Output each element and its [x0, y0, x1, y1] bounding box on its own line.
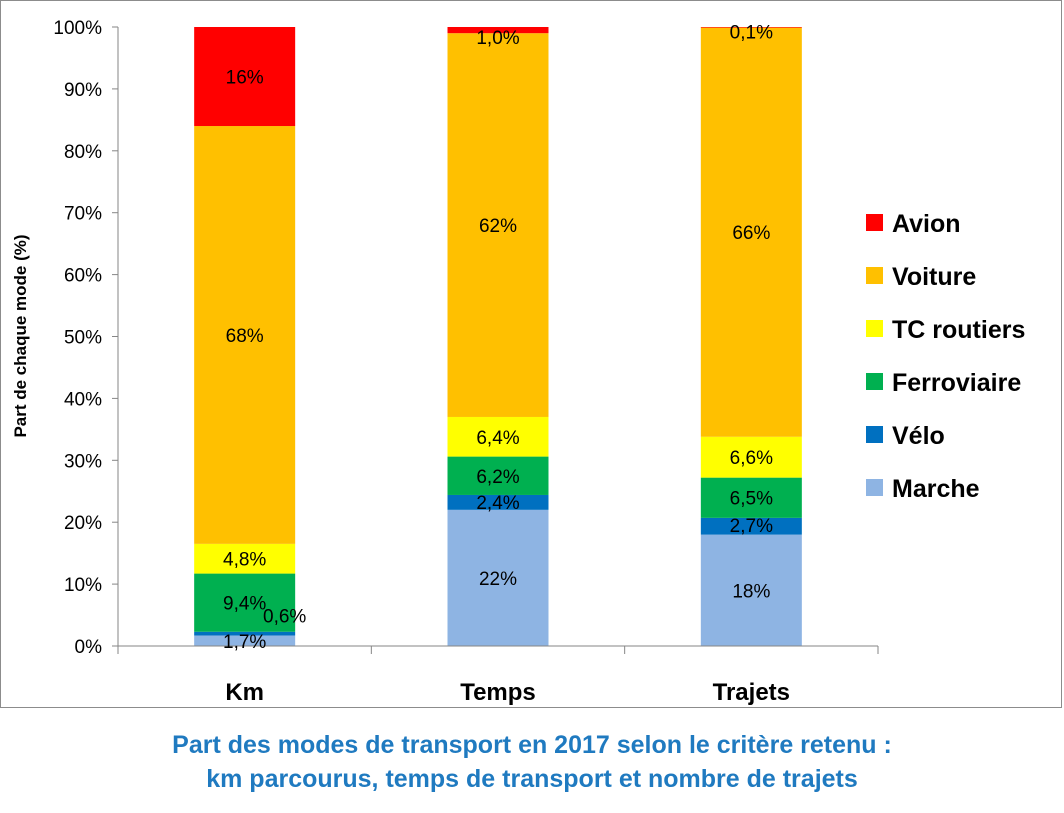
y-tick-label: 10% [64, 575, 102, 596]
data-label: 0,6% [263, 606, 306, 627]
y-tick-label: 20% [64, 513, 102, 534]
bar-segment-ferroviaire-km [194, 573, 296, 632]
caption-line-2: km parcourus, temps de transport et nomb… [206, 765, 858, 793]
y-tick-label: 0% [75, 637, 103, 658]
data-label: 18% [732, 581, 770, 602]
legend-label: Marche [892, 475, 980, 503]
bar-segment-ferroviaire-trajets [700, 477, 802, 518]
bar-segment-tc-routiers-km [194, 543, 296, 574]
data-label: 16% [226, 68, 264, 89]
chart-frame [0, 0, 1062, 708]
bar-segment-voiture-trajets [700, 27, 802, 437]
y-tick-label: 30% [64, 451, 102, 472]
data-label: 6,5% [730, 489, 773, 510]
x-category-label: Temps [460, 679, 536, 706]
bar-segment-tc-routiers-trajets [700, 436, 802, 478]
legend-label: Voiture [892, 263, 976, 291]
legend-swatch-voiture [866, 267, 883, 284]
bar-segment-voiture-temps [447, 33, 549, 417]
data-label: 9,4% [223, 594, 266, 615]
data-label: 2,4% [476, 493, 519, 514]
data-label: 1,7% [223, 632, 266, 653]
y-axis-title: Part de chaque mode (%) [11, 234, 30, 437]
legend-label: Avion [892, 210, 961, 238]
data-label: 62% [479, 216, 517, 237]
y-tick-label: 40% [64, 389, 102, 410]
bar-segment-marche-trajets [700, 534, 802, 646]
y-tick-label: 100% [53, 18, 102, 39]
data-label: 6,6% [730, 448, 773, 469]
bar-segment-tc-routiers-temps [447, 416, 549, 457]
bar-segment-avion-km [194, 27, 296, 127]
bar-segment-marche-km [194, 635, 296, 646]
bar-segment-vélo-km [194, 631, 296, 636]
legend-swatch-avion [866, 214, 883, 231]
bar-segment-marche-temps [447, 509, 549, 646]
legend-label: Vélo [892, 422, 945, 450]
data-label: 6,2% [476, 467, 519, 488]
legend-swatch-marche [866, 479, 883, 496]
stacked-bar-chart: 0% 10% 20% 30% 40% 50% 60% 70% 80% 90% 100% Km Temps… [11, 18, 1025, 706]
y-tick-label: 50% [64, 328, 102, 349]
data-label: 2,7% [730, 516, 773, 537]
x-category-label: Trajets [713, 679, 790, 706]
bar-segment-avion-trajets [700, 27, 802, 28]
y-tick-label: 70% [64, 204, 102, 225]
data-label: 22% [479, 569, 517, 590]
bar-segment-ferroviaire-temps [447, 456, 549, 495]
bar-segment-avion-temps [447, 27, 549, 34]
y-tick-label: 80% [64, 142, 102, 163]
legend-swatch-ferroviaire [866, 373, 883, 390]
caption-line-1: Part des modes de transport en 2017 selo… [172, 731, 892, 759]
data-label: 66% [732, 223, 770, 244]
legend-swatch-tc-routiers [866, 320, 883, 337]
legend-label: Ferroviaire [892, 369, 1021, 397]
legend-swatch-vélo [866, 426, 883, 443]
data-label: 1,0% [476, 28, 519, 49]
y-tick-label: 60% [64, 266, 102, 287]
data-label: 6,4% [476, 428, 519, 449]
y-tick-label: 90% [64, 80, 102, 101]
legend-label: TC routiers [892, 316, 1025, 344]
bar-segment-vélo-trajets [700, 517, 802, 535]
bar-segment-vélo-temps [447, 494, 549, 510]
data-label: 0,1% [730, 23, 773, 44]
bar-segment-voiture-km [194, 126, 296, 544]
chart-caption: Part des modes de transport en 2017 selo… [0, 728, 1064, 796]
x-category-label: Km [225, 679, 264, 706]
data-label: 68% [226, 326, 264, 347]
data-label: 4,8% [223, 550, 266, 571]
